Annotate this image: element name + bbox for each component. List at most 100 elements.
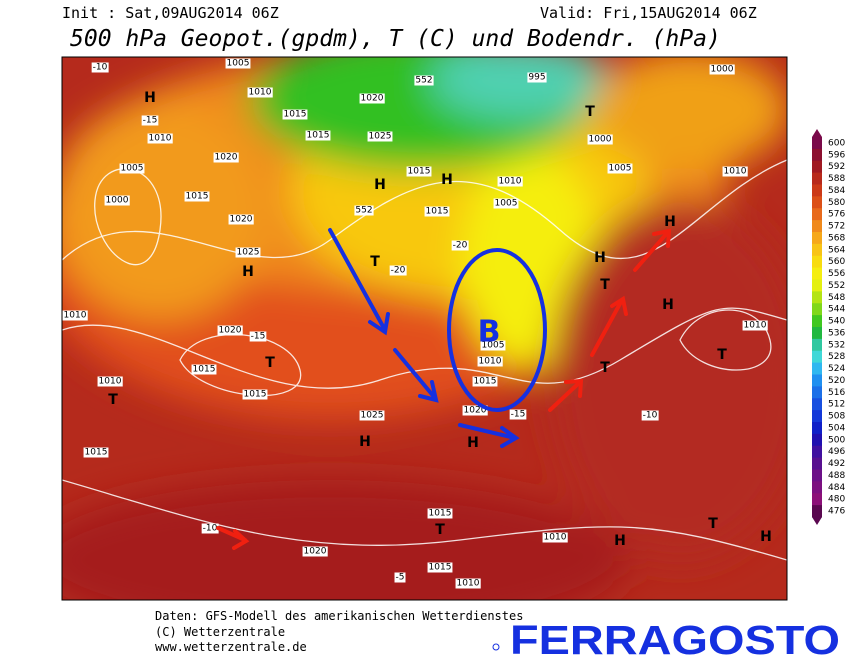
map-frame	[61, 56, 788, 601]
label-bg	[249, 331, 267, 342]
contour-label: -5	[396, 573, 405, 583]
title: 500 hPa Geopot.(gpdm), T (C) und Bodendr…	[70, 26, 721, 52]
legend-label: 568	[828, 233, 845, 243]
contour-label: 1015	[244, 390, 267, 400]
legend-label: 528	[828, 352, 845, 362]
label-bg	[359, 410, 385, 421]
pressure-center: T	[585, 104, 595, 120]
init-text: Init : Sat,09AUG2014 06Z	[62, 4, 279, 22]
label-bg	[472, 376, 498, 387]
legend-swatch	[812, 422, 822, 435]
legend-swatch	[812, 267, 822, 280]
label-bg	[367, 131, 393, 142]
pressure-center: T	[600, 360, 610, 376]
label-bg	[104, 195, 130, 206]
legend-label: 536	[828, 328, 845, 338]
contour-label: 995	[528, 73, 545, 83]
legend-label: 508	[828, 412, 845, 422]
red-arrow	[590, 295, 628, 357]
legend-swatch	[812, 469, 822, 482]
contour-label: 552	[355, 206, 372, 216]
contour-label: 1010	[99, 377, 122, 387]
label-bg	[709, 64, 735, 75]
contour-label: 1010	[64, 311, 87, 321]
legend-label: 500	[828, 435, 845, 445]
contour-label: 1020	[464, 406, 487, 416]
red-arrow	[216, 526, 250, 550]
low-marker: B	[478, 315, 501, 350]
legend-label: 492	[828, 459, 845, 469]
legend-swatch	[812, 137, 822, 150]
legend-swatch	[812, 457, 822, 470]
label-bg	[354, 205, 374, 216]
contour-label: 1020	[361, 94, 384, 104]
legend-swatch	[812, 184, 822, 197]
contour-label: 1000	[711, 65, 734, 75]
pressure-center: T	[108, 392, 118, 408]
label-bg	[722, 166, 748, 177]
banner: FERRAGOSTO	[510, 617, 840, 657]
legend-label: 480	[828, 495, 845, 505]
label-bg	[477, 356, 503, 367]
label-bg	[414, 75, 434, 86]
contour-label: 1005	[121, 164, 144, 174]
contour-label: 1015	[307, 131, 330, 141]
label-bg	[389, 265, 407, 276]
contour-label: -20	[453, 241, 468, 251]
label-bg	[242, 389, 268, 400]
legend-label: 556	[828, 269, 845, 279]
arrows	[216, 228, 672, 550]
legend-label: 488	[828, 471, 845, 481]
contour-label: 1010	[249, 88, 272, 98]
label-bg	[247, 87, 273, 98]
contour-label: 1015	[284, 110, 307, 120]
legend-swatch	[812, 481, 822, 494]
label-bg	[607, 163, 633, 174]
contour-label: 1015	[85, 448, 108, 458]
legend-swatch	[812, 243, 822, 257]
label-bg	[302, 546, 328, 557]
label-bg	[225, 58, 251, 69]
legend-label: 552	[828, 281, 845, 291]
legend-label: 540	[828, 317, 845, 327]
legend-label: 524	[828, 364, 845, 374]
pressure-center: H	[359, 434, 371, 450]
map-labels: 1005 1010 1015 1020 1025 1015 H 1015 H 1015 1010 10…	[62, 58, 772, 589]
footer-source: Daten: GFS-Modell des amerikanischen Wet…	[155, 609, 523, 623]
legend-swatch	[812, 315, 822, 328]
contour-label: 1005	[495, 199, 518, 209]
legend-swatch	[812, 374, 822, 387]
contour-label: 1025	[361, 411, 384, 421]
label-bg	[451, 240, 469, 251]
legend-swatch	[812, 148, 822, 162]
pressure-center: H	[662, 297, 674, 313]
label-bg	[742, 320, 768, 331]
pressure-center: T	[717, 347, 727, 363]
label-bg	[424, 206, 450, 217]
contour-label: 1015	[408, 167, 431, 177]
contour-label: 1020	[304, 547, 327, 557]
label-bg	[406, 166, 432, 177]
contour-label: 1025	[369, 132, 392, 142]
label-bg	[83, 447, 109, 458]
legend-swatch	[812, 493, 822, 506]
legend-cap	[812, 517, 822, 525]
pressure-center: T	[265, 355, 275, 371]
legend-label: 560	[828, 257, 845, 267]
contour-label: 1015	[193, 365, 216, 375]
pressure-center: H	[594, 250, 606, 266]
red-arrow	[633, 228, 672, 272]
low-ellipse	[447, 248, 547, 412]
legend-label: 544	[828, 305, 845, 315]
label-bg	[97, 376, 123, 387]
legend-label: 532	[828, 340, 845, 350]
label-bg	[91, 62, 109, 73]
legend-label: 512	[828, 400, 845, 410]
contour-label: 1015	[429, 563, 452, 573]
contour-label: -10	[203, 524, 218, 534]
legend-swatch	[812, 433, 822, 447]
pressure-center: H	[467, 435, 479, 451]
contour-label: 1010	[744, 321, 767, 331]
label-bg	[493, 198, 519, 209]
valid-text: Valid: Fri,15AUG2014 06Z	[540, 4, 757, 22]
